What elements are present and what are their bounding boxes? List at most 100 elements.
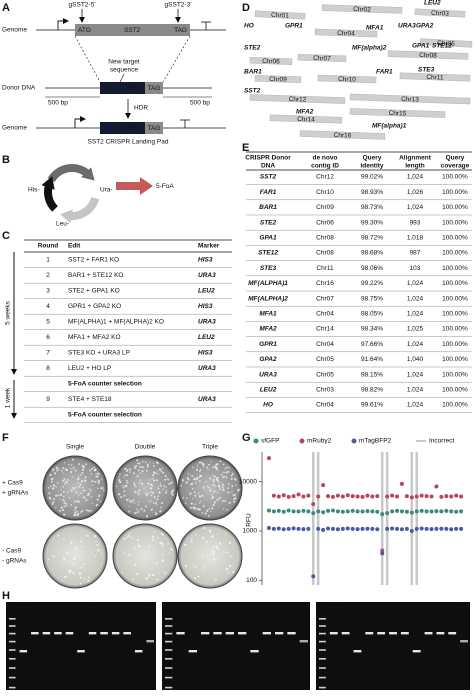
ladder-band	[319, 686, 326, 689]
legend-marker	[253, 438, 259, 444]
colony	[147, 576, 150, 579]
gel-name: STE2	[10, 680, 27, 687]
point	[360, 526, 365, 531]
table-cell: HIS3	[198, 350, 213, 357]
point	[350, 494, 355, 499]
colony	[138, 545, 141, 548]
ladder-band	[9, 632, 16, 635]
colony	[73, 557, 76, 561]
point	[414, 509, 419, 514]
colony	[182, 496, 185, 499]
colony	[137, 501, 140, 503]
colony	[218, 542, 222, 545]
colony	[90, 473, 93, 475]
colony	[209, 531, 212, 533]
colony	[220, 473, 223, 476]
y-tick-label: 1000	[243, 528, 258, 535]
colony	[90, 480, 93, 483]
colony	[222, 551, 225, 554]
new-target-label: sequence	[110, 67, 139, 74]
point	[266, 456, 271, 461]
colony	[66, 505, 68, 507]
table-cell: Chr10	[316, 189, 334, 196]
colony	[172, 489, 175, 492]
table-header: coverage	[441, 163, 470, 170]
table-cell: 98.15%	[361, 371, 383, 378]
colony	[81, 480, 83, 482]
colony	[158, 468, 161, 471]
colony	[83, 480, 86, 482]
table-cell: 6	[46, 334, 50, 341]
gel-band	[54, 632, 62, 635]
colony	[145, 577, 148, 580]
gel-band	[412, 650, 421, 653]
table-cell: Chr14	[316, 326, 334, 333]
colony	[74, 506, 78, 509]
colony	[72, 563, 74, 565]
gel-band	[42, 632, 51, 635]
colony	[136, 475, 138, 477]
colony	[126, 536, 128, 539]
colony	[134, 491, 137, 494]
colony	[218, 485, 221, 488]
gene-label: MFA1	[366, 25, 384, 32]
colony	[226, 508, 228, 511]
hdr-label: HDR	[134, 105, 148, 112]
lane-label: 7	[253, 605, 257, 612]
colony	[221, 486, 224, 489]
lane-label: 4	[216, 605, 220, 612]
colony	[93, 480, 95, 482]
colony	[72, 476, 74, 478]
point	[286, 526, 291, 531]
colony	[81, 509, 83, 511]
colony	[161, 552, 164, 555]
colony	[211, 507, 214, 510]
colony	[76, 514, 78, 516]
point	[390, 509, 395, 514]
colony	[95, 503, 99, 506]
colony	[52, 468, 55, 471]
point	[365, 526, 370, 531]
colony	[96, 472, 99, 475]
gel-band	[201, 632, 210, 635]
colony	[137, 504, 140, 506]
ladder-band	[319, 640, 326, 643]
bp-label: 500 bp	[190, 100, 210, 107]
colony	[146, 465, 149, 468]
colony	[72, 466, 75, 469]
gel-band	[65, 632, 74, 635]
gel-band	[176, 632, 185, 635]
chromosome-label: Chr12	[288, 96, 306, 104]
colony	[93, 469, 97, 472]
colony	[90, 553, 93, 555]
point	[306, 526, 311, 531]
table-cell: 97.66%	[361, 341, 383, 348]
point	[385, 511, 390, 516]
colony	[74, 469, 77, 472]
colony	[65, 502, 68, 505]
colony	[170, 492, 173, 495]
colony	[85, 498, 88, 502]
colony	[52, 477, 54, 480]
table-cell: 91.64%	[361, 356, 383, 363]
colony	[212, 552, 215, 555]
colony	[213, 558, 216, 561]
colony	[56, 468, 58, 470]
colony	[225, 476, 228, 479]
table-header: Edit	[68, 243, 81, 250]
colony	[134, 563, 137, 566]
table-cell: MF(ALPHA)1	[248, 280, 288, 287]
colony	[83, 496, 86, 499]
point	[419, 526, 424, 531]
colony	[149, 461, 151, 463]
table-cell: 100.00%	[442, 311, 468, 318]
lane-label: 10	[288, 605, 296, 612]
colony	[56, 482, 59, 484]
colony	[164, 475, 167, 478]
colony	[194, 534, 197, 536]
colony	[78, 476, 80, 478]
colony	[63, 478, 66, 480]
table-cell: Chr12	[316, 174, 334, 181]
table-cell: MFA2	[259, 326, 277, 333]
table-cell: HIS3	[198, 257, 213, 264]
